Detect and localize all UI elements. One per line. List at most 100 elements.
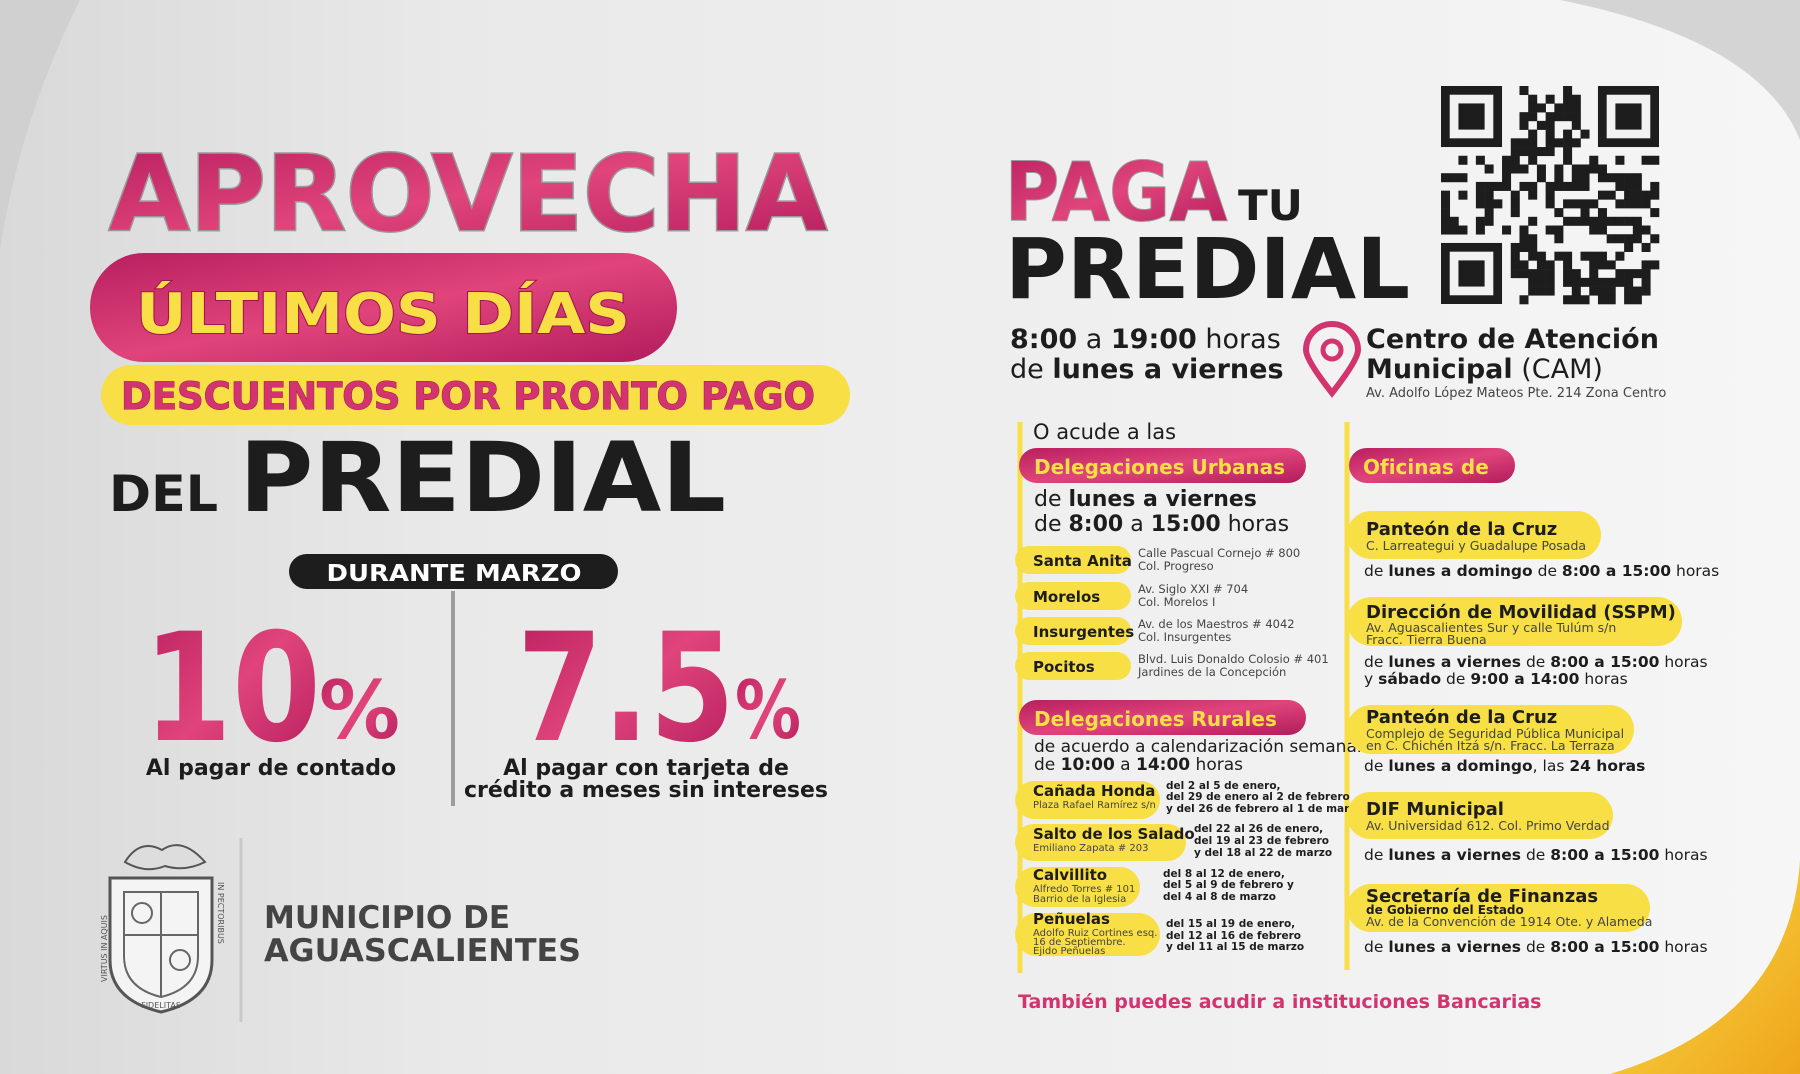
subbanner-pill — [101, 365, 850, 425]
qr-module — [1650, 234, 1660, 244]
qr-module — [1563, 129, 1573, 139]
location-pin-dot — [1320, 338, 1344, 362]
qr-module — [1641, 242, 1651, 252]
qr-module — [1597, 251, 1607, 261]
office-schedule-part: 24 horas — [1569, 757, 1645, 775]
qr-module — [1441, 190, 1451, 200]
qr-module — [1449, 173, 1459, 183]
qr-module — [1606, 190, 1616, 200]
qr-module — [1563, 295, 1573, 305]
qr-module — [1597, 286, 1607, 296]
qr-module — [1528, 269, 1538, 279]
qr-module — [1624, 190, 1634, 200]
qr-module — [1597, 190, 1607, 200]
discount-note: Al pagar con tarjeta de — [503, 756, 789, 781]
item-name: Pocitos — [1033, 658, 1095, 676]
hours-part: de — [1034, 487, 1069, 512]
headline: APROVECHA — [109, 133, 827, 255]
qr-module — [1580, 277, 1590, 287]
section-pill — [1349, 448, 1515, 483]
qr-module — [1519, 138, 1529, 148]
hours-part: 8:00 — [1010, 324, 1077, 355]
section-pill — [1019, 448, 1306, 483]
qr-module — [1597, 295, 1607, 305]
qr-module — [1641, 286, 1651, 296]
office-schedule-part: lunes a viernes — [1388, 653, 1521, 671]
item-name: Salto de los Salado — [1033, 825, 1195, 843]
office-schedule: de lunes a domingo, las 24 horas — [1364, 757, 1645, 775]
qr-module — [1589, 251, 1599, 261]
item-name: Santa Anita — [1033, 552, 1132, 570]
qr-module — [1510, 147, 1520, 157]
office-pill — [1347, 597, 1682, 646]
seal-motto: VIRTUS IN AQUIS — [100, 915, 109, 982]
qr-module — [1624, 269, 1634, 279]
qr-module — [1519, 120, 1529, 130]
office-pill — [1347, 511, 1601, 559]
item-dates: y del 18 al 22 de marzo — [1194, 847, 1332, 859]
qr-module — [1554, 251, 1564, 261]
qr-module — [1545, 129, 1555, 139]
item-dates: y del 26 de febrero al 1 de marzo — [1166, 803, 1363, 815]
section-title: Delegaciones Urbanas — [1034, 455, 1285, 479]
office-schedule-part: de — [1364, 846, 1388, 864]
qr-module — [1441, 225, 1451, 235]
title-prefix: DEL — [109, 465, 218, 523]
qr-module — [1624, 234, 1634, 244]
item-pill — [1015, 867, 1140, 907]
qr-module — [1571, 112, 1581, 122]
qr-module — [1563, 277, 1573, 287]
office-schedule: de lunes a viernes de 8:00 a 15:00 horas — [1364, 846, 1708, 864]
qr-module — [1519, 164, 1529, 174]
qr-module — [1554, 173, 1564, 183]
item-pill — [1015, 617, 1131, 645]
banner-pill — [90, 253, 677, 362]
qr-module — [1615, 234, 1625, 244]
qr-module — [1632, 295, 1642, 305]
corner-accent — [1610, 860, 1800, 1074]
item-dates: del 5 al 9 de febrero y — [1163, 879, 1294, 891]
item-dates: del 4 al 8 de marzo — [1163, 891, 1276, 903]
qr-module — [1615, 155, 1625, 165]
office-schedule-part: horas — [1659, 938, 1707, 956]
qr-module — [1589, 286, 1599, 296]
qr-module — [1528, 277, 1538, 287]
hours: de 8:00 a 15:00 horas — [1034, 512, 1289, 537]
item-dates: y del 11 al 15 de marzo — [1166, 941, 1304, 953]
qr-module — [1510, 269, 1520, 279]
qr-module — [1545, 199, 1555, 209]
qr-module — [1545, 269, 1555, 279]
qr-module — [1458, 225, 1468, 235]
corner-shade — [1560, 0, 1800, 140]
qr-module — [1589, 216, 1599, 226]
qr-module — [1563, 181, 1573, 191]
qr-module — [1502, 164, 1512, 174]
office-schedule-part: 8:00 a 15:00 — [1562, 562, 1671, 580]
period: DURANTE MARZO — [327, 561, 582, 587]
qr-module — [1484, 164, 1494, 174]
qr-finder — [1458, 260, 1485, 287]
qr-module — [1519, 112, 1529, 122]
hours-part: lunes a viernes — [1052, 354, 1283, 385]
office-schedule-part: horas — [1671, 562, 1719, 580]
qr-module — [1536, 120, 1546, 130]
qr-module — [1571, 277, 1581, 287]
qr-module — [1597, 208, 1607, 218]
hours-part: horas — [1221, 512, 1289, 537]
discount-amount: 10 — [143, 602, 321, 776]
item-name: Morelos — [1033, 588, 1100, 606]
intro: O acude a las — [1033, 420, 1176, 444]
qr-module — [1536, 103, 1546, 113]
qr-module — [1571, 269, 1581, 279]
office-schedule-part: sábado — [1378, 670, 1441, 688]
office-schedule: de lunes a domingo de 8:00 a 15:00 horas — [1364, 562, 1719, 580]
qr-module — [1484, 190, 1494, 200]
qr-module — [1519, 234, 1529, 244]
qr-module — [1589, 164, 1599, 174]
qr-module — [1510, 155, 1520, 165]
qr-module — [1632, 269, 1642, 279]
qr-module — [1563, 216, 1573, 226]
qr-module — [1545, 181, 1555, 191]
hours-part: 15:00 — [1151, 512, 1221, 537]
qr-module — [1563, 251, 1573, 261]
